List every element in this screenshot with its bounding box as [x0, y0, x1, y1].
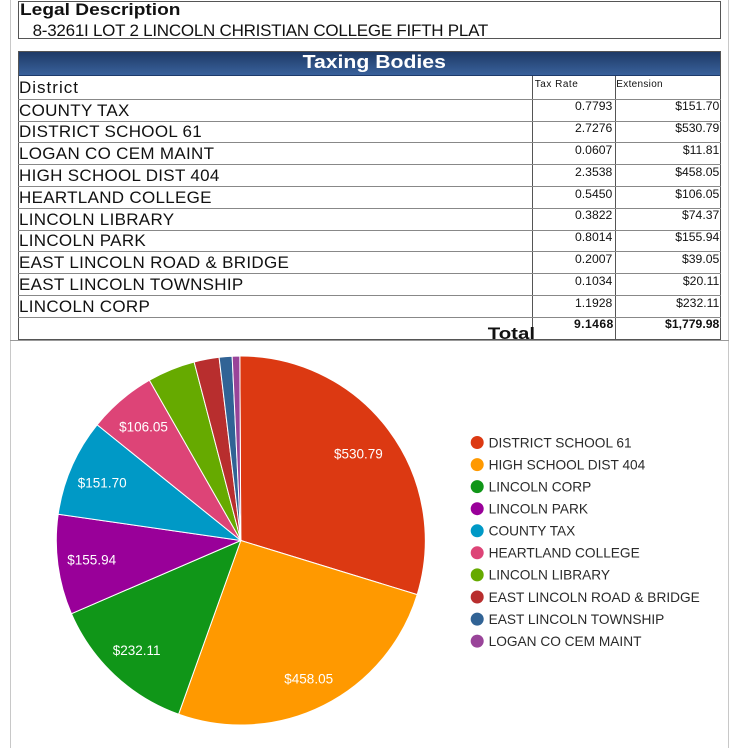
svg-text:$530.79: $530.79 — [334, 446, 383, 461]
svg-text:EAST LINCOLN TOWNSHIP: EAST LINCOLN TOWNSHIP — [489, 612, 665, 627]
svg-text:$106.05: $106.05 — [119, 419, 168, 434]
svg-text:$155.94: $155.94 — [67, 553, 116, 568]
svg-text:LINCOLN PARK: LINCOLN PARK — [489, 502, 588, 517]
svg-text:LINCOLN LIBRARY: LINCOLN LIBRARY — [489, 568, 610, 583]
svg-text:EAST LINCOLN ROAD & BRIDGE: EAST LINCOLN ROAD & BRIDGE — [489, 590, 700, 605]
svg-text:LOGAN CO CEM MAINT: LOGAN CO CEM MAINT — [489, 634, 642, 649]
svg-text:HEARTLAND COLLEGE: HEARTLAND COLLEGE — [489, 546, 640, 561]
svg-text:LINCOLN CORP: LINCOLN CORP — [489, 479, 592, 494]
svg-text:DISTRICT SCHOOL 61: DISTRICT SCHOOL 61 — [489, 435, 632, 450]
svg-text:$458.05: $458.05 — [284, 672, 333, 687]
svg-text:$151.70: $151.70 — [78, 475, 127, 490]
svg-text:COUNTY TAX: COUNTY TAX — [489, 524, 576, 539]
svg-text:HIGH SCHOOL DIST 404: HIGH SCHOOL DIST 404 — [489, 457, 646, 472]
svg-text:$232.11: $232.11 — [113, 643, 161, 658]
